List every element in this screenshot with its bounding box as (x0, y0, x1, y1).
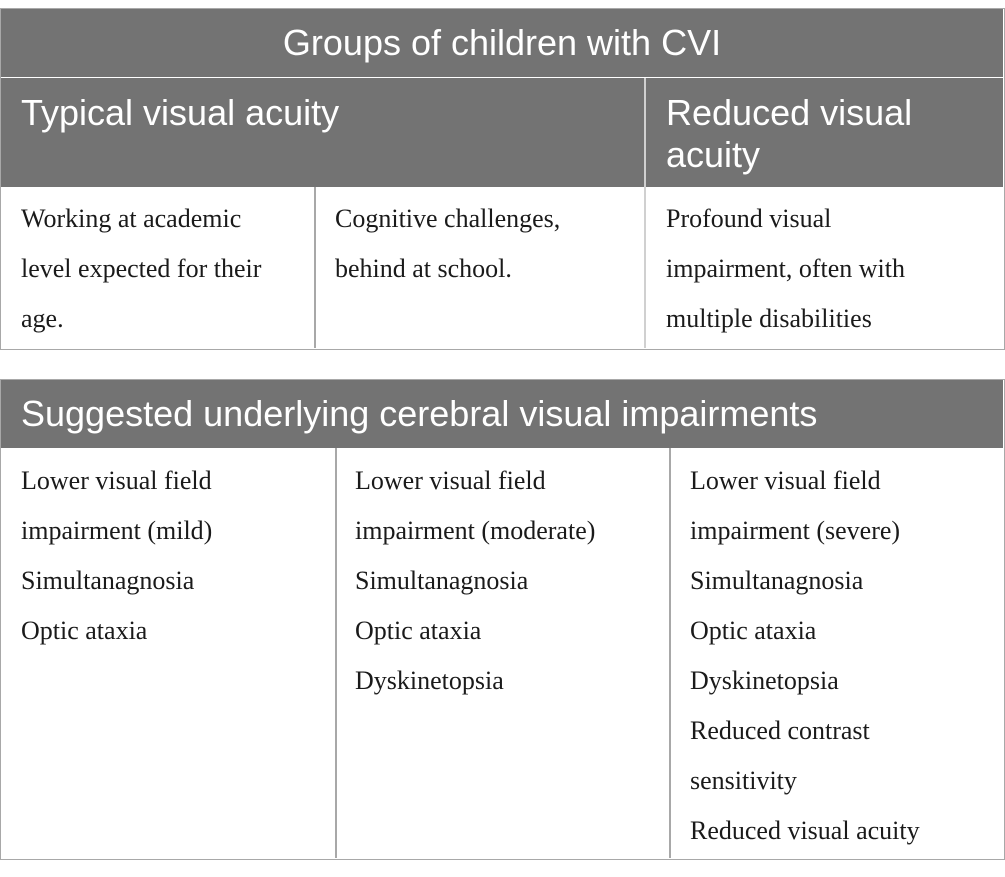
impairments-table-title: Suggested underlying cerebral visual imp… (1, 380, 1003, 448)
impairments-severe-cell: Lower visual field impairment (severe) S… (690, 466, 920, 845)
cerebral-impairments-table: Suggested underlying cerebral visual imp… (0, 379, 1005, 860)
impairments-moderate-cell: Lower visual field impairment (moderate)… (355, 466, 596, 695)
column-divider (669, 448, 671, 858)
typical-acuity-header: Typical visual acuity (1, 78, 644, 187)
group-academic-level-cell: Working at academic level expected for t… (21, 204, 262, 333)
column-divider (335, 448, 337, 858)
column-divider (314, 187, 316, 348)
cvi-groups-table: Groups of children with CVI Typical visu… (0, 8, 1005, 350)
group-profound-impairment-cell: Profound visual impairment, often with m… (666, 204, 906, 333)
impairments-mild-cell: Lower visual field impairment (mild) Sim… (21, 466, 213, 645)
column-divider (644, 78, 646, 348)
reduced-acuity-header: Reduced visual acuity (646, 78, 1003, 187)
group-cognitive-challenges-cell: Cognitive challenges, behind at school. (335, 204, 561, 283)
groups-table-title: Groups of children with CVI (1, 9, 1003, 77)
